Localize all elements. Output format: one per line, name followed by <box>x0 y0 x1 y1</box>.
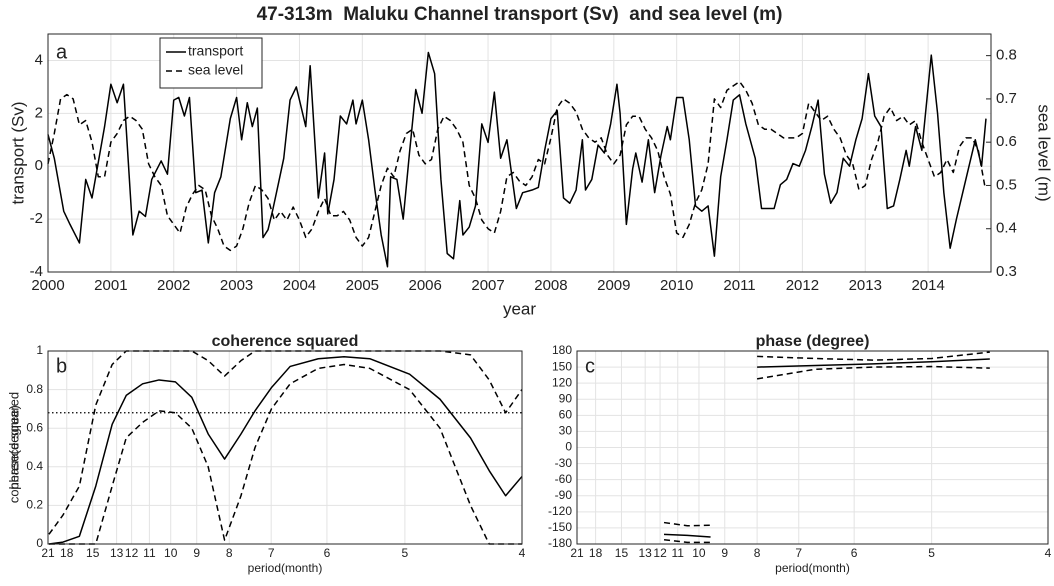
legend-box <box>159 37 263 89</box>
x-tick-label: 2009 <box>597 277 630 294</box>
x-tick-label: 4 <box>1045 546 1052 560</box>
y2-tick-label: 0.5 <box>996 176 1017 193</box>
y-tick-label: -30 <box>555 456 573 470</box>
y-tick-label: -180 <box>548 536 572 550</box>
plot-area <box>48 351 522 544</box>
x-tick-label: 2013 <box>849 277 882 294</box>
series-line <box>47 80 986 252</box>
x-tick-label: 2014 <box>911 277 944 294</box>
x-tick-label: 2008 <box>534 277 567 294</box>
x-tick-label: 5 <box>928 546 935 560</box>
x-tick-label: 2001 <box>94 277 127 294</box>
x-tick-label: 10 <box>692 546 706 560</box>
y-tick-label: 30 <box>559 424 573 438</box>
y2-axis-label: sea level (m) <box>1035 104 1054 201</box>
y-tick-label: -150 <box>548 520 572 534</box>
x-tick-label: 8 <box>226 546 233 560</box>
y-tick-label: 0 <box>36 536 43 550</box>
legend-label: transport <box>188 43 243 59</box>
series-line <box>663 351 990 527</box>
y-tick-label: 2 <box>35 104 43 121</box>
y-axis-label: coherence squared <box>6 392 21 503</box>
panel-label: b <box>56 355 67 377</box>
y-tick-label: -2 <box>30 210 43 227</box>
x-tick-label: 18 <box>60 546 74 560</box>
y-tick-label: -60 <box>555 472 573 486</box>
x-tick-label: 15 <box>86 546 100 560</box>
y-tick-label: 0.6 <box>26 420 43 434</box>
x-tick-label: 21 <box>41 546 55 560</box>
x-tick-label: 2005 <box>346 277 379 294</box>
y2-tick-label: 0.7 <box>996 90 1017 107</box>
x-tick-label: 2002 <box>157 277 190 294</box>
y2-tick-label: 0.4 <box>996 220 1017 237</box>
x-tick-label: 2012 <box>786 277 819 294</box>
legend-label: sea level <box>188 62 243 78</box>
x-tick-label: 13 <box>110 546 124 560</box>
chart-title: 47-313m Maluku Channel transport (Sv) an… <box>257 4 783 25</box>
y-tick-label: 1 <box>36 343 43 357</box>
x-tick-label: 2006 <box>409 277 442 294</box>
plot-frame <box>47 33 992 273</box>
series-line <box>663 365 990 544</box>
x-tick-label: 2010 <box>660 277 693 294</box>
y-tick-label: -90 <box>555 488 573 502</box>
y-tick-label: 180 <box>552 343 572 357</box>
y-tick-label: 90 <box>559 391 573 405</box>
x-tick-label: 5 <box>402 546 409 560</box>
plot-frame <box>576 350 1049 545</box>
x-tick-label: 12 <box>125 546 139 560</box>
x-tick-label: 21 <box>570 546 584 560</box>
y-tick-label: 0.8 <box>26 382 43 396</box>
series-line <box>47 51 987 268</box>
x-tick-label: 9 <box>193 546 200 560</box>
y-tick-label: 0.2 <box>26 498 43 512</box>
y-tick-label: 0 <box>565 440 572 454</box>
plot-frame <box>47 350 523 545</box>
y2-tick-label: 0.6 <box>996 133 1017 150</box>
series-line <box>663 358 990 538</box>
panel-title: coherence squared <box>212 333 359 350</box>
x-axis-label: year <box>503 299 536 318</box>
x-tick-label: 15 <box>615 546 629 560</box>
x-tick-label: 6 <box>851 546 858 560</box>
x-tick-label: 6 <box>324 546 331 560</box>
series-line <box>48 363 522 545</box>
y-axis-label: transport (Sv) <box>8 102 27 205</box>
series-line <box>48 356 523 545</box>
x-tick-label: 11 <box>672 546 685 560</box>
x-tick-label: 18 <box>589 546 603 560</box>
x-tick-label: 2007 <box>471 277 504 294</box>
y2-tick-label: 0.8 <box>996 47 1017 64</box>
x-tick-label: 4 <box>519 546 526 560</box>
y-tick-label: 150 <box>552 359 572 373</box>
panel-label: a <box>56 41 68 63</box>
x-axis-label: period(month) <box>775 561 850 575</box>
x-tick-label: 10 <box>164 546 178 560</box>
y-tick-label: -120 <box>548 504 572 518</box>
x-tick-label: 8 <box>754 546 761 560</box>
x-tick-label: 2003 <box>220 277 253 294</box>
y-tick-label: 0.4 <box>26 459 43 473</box>
y-tick-label: 60 <box>559 408 573 422</box>
y-tick-label: 4 <box>35 51 43 68</box>
y-tick-label: -4 <box>30 263 43 280</box>
panel-title: phase (degree) <box>756 333 870 350</box>
y-tick-label: 120 <box>552 375 572 389</box>
y2-tick-label: 0.3 <box>996 263 1017 280</box>
x-tick-label: 7 <box>795 546 802 560</box>
x-tick-label: 13 <box>639 546 653 560</box>
y-axis-label: phase(degree) <box>6 405 21 490</box>
x-tick-label: 11 <box>143 546 156 560</box>
x-tick-label: 2000 <box>31 277 64 294</box>
x-tick-label: 2011 <box>723 277 755 294</box>
x-tick-label: 9 <box>721 546 728 560</box>
y-tick-label: 0 <box>35 157 43 174</box>
x-tick-label: 2004 <box>283 277 316 294</box>
panel-label: c <box>585 355 595 377</box>
x-tick-label: 12 <box>653 546 667 560</box>
x-tick-label: 7 <box>268 546 275 560</box>
x-axis-label: period(month) <box>248 561 323 575</box>
